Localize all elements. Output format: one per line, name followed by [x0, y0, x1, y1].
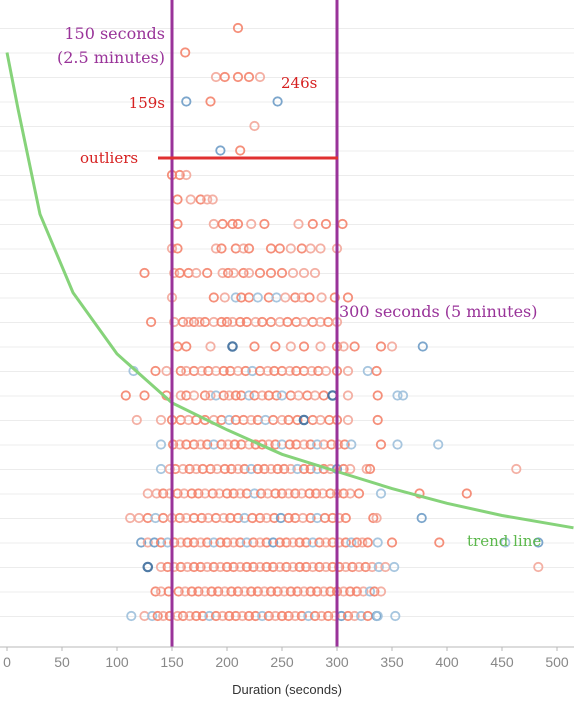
x-tick-label: 300: [325, 654, 349, 670]
annotations: 150 seconds (2.5 minutes) 300 seconds (5…: [57, 24, 541, 550]
outlier-high-label: 246s: [281, 74, 317, 92]
outliers-label: outliers: [80, 149, 138, 167]
vline-150-label-line1: 150 seconds: [64, 24, 165, 43]
trend-line-label: trend line: [467, 532, 541, 550]
trend-line-layer: [7, 53, 574, 528]
trend-line: [7, 53, 574, 528]
x-tick-label: 150: [160, 654, 184, 670]
x-tick-label: 50: [54, 654, 70, 670]
reference-lines: [172, 0, 337, 647]
vline-300-label: 300 seconds (5 minutes): [339, 302, 538, 321]
outlier-low-label: 159s: [129, 94, 165, 112]
x-tick-label: 450: [490, 654, 514, 670]
x-tick-label: 0: [3, 654, 11, 670]
x-tick-label: 400: [435, 654, 459, 670]
x-tick-label: 350: [380, 654, 404, 670]
scatter-point: [234, 24, 242, 32]
x-axis-title: Duration (seconds): [232, 682, 342, 697]
x-tick-label: 250: [270, 654, 294, 670]
x-tick-label: 200: [215, 654, 239, 670]
x-axis: 0 50 100 150 200 250 300 350 400 450 500: [0, 647, 574, 670]
x-tick-label: 100: [105, 654, 129, 670]
gridlines: [0, 29, 574, 617]
vline-150-label-line2: (2.5 minutes): [57, 48, 165, 67]
x-tick-label: 500: [545, 654, 569, 670]
